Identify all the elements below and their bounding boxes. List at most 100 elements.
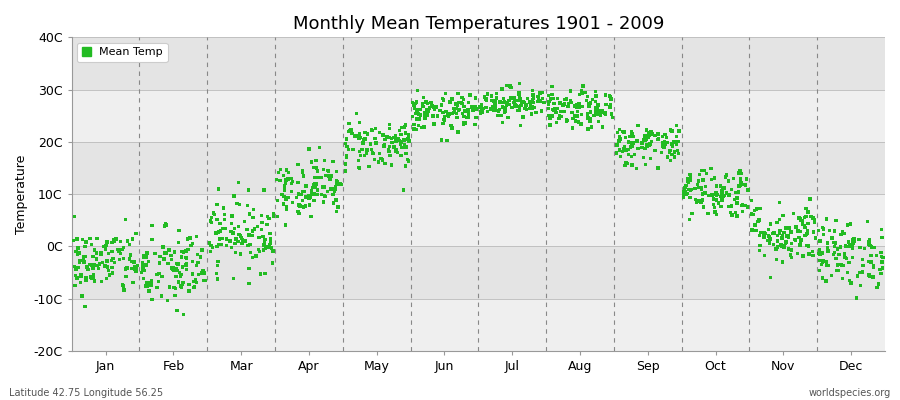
Point [638,146,652,152]
Point [446,109,461,116]
Point [501,101,516,108]
Point [391,150,405,156]
Point [778,239,793,245]
Point [473,109,488,115]
Point [495,86,509,92]
Point [91,266,105,272]
Point [276,172,291,179]
Point [816,231,831,238]
Point [357,129,372,136]
Point [525,111,539,117]
Point [662,149,677,155]
Point [625,128,639,134]
Point [757,252,771,258]
Point [342,120,356,126]
Point [836,262,850,268]
Point [157,250,171,256]
Point [515,99,529,105]
Point [278,180,293,187]
Point [525,104,539,110]
Point [813,247,827,253]
Point [211,262,225,269]
Point [657,144,671,150]
Point [480,96,494,102]
Point [557,101,572,107]
Point [667,149,681,155]
Point [224,220,238,227]
Point [158,250,173,256]
Point [683,173,698,180]
Point [136,275,150,282]
Point [672,128,687,134]
Point [72,250,86,256]
Point [557,96,572,103]
Point [257,238,272,245]
Point [707,175,722,181]
Point [189,262,203,268]
Point [122,256,137,262]
Point [206,210,220,216]
Point [329,177,344,184]
Point [284,188,299,195]
Point [624,144,638,150]
Point [231,224,246,230]
Point [166,264,181,271]
Point [776,232,790,239]
Point [210,270,224,277]
Point [497,109,511,115]
Point [562,101,576,107]
Point [329,180,344,186]
Point [679,182,693,189]
Point [79,239,94,245]
Point [89,250,104,256]
Point [384,162,399,168]
Point [470,106,484,112]
Point [455,110,470,117]
Point [185,258,200,264]
Point [744,197,759,204]
Point [76,255,90,261]
Point [194,247,209,253]
Point [800,242,814,249]
Point [284,176,298,182]
Point [508,103,523,109]
Point [837,230,851,237]
Point [694,199,708,205]
Point [182,281,196,288]
Point [713,183,727,189]
Point [295,168,310,174]
Point [805,248,819,255]
Point [732,189,746,195]
Point [362,164,376,170]
Point [613,136,627,142]
Point [328,186,343,192]
Point [105,270,120,276]
Point [843,221,858,227]
Point [590,110,605,116]
Point [326,200,340,206]
Point [245,228,259,234]
Point [321,168,336,174]
Point [449,105,464,112]
Point [205,244,220,251]
Point [411,111,426,117]
Point [104,257,119,264]
Point [590,109,605,116]
Point [690,181,705,188]
Point [491,112,505,118]
Point [642,134,656,141]
Point [94,278,109,284]
Point [68,272,83,279]
Point [125,258,140,265]
Point [339,136,354,142]
Point [490,95,504,101]
Point [299,183,313,189]
Point [794,218,808,224]
Point [726,175,741,182]
Point [150,271,165,278]
Point [560,117,574,124]
Point [843,241,858,248]
Point [570,104,584,111]
Point [554,114,569,120]
Point [704,165,718,172]
